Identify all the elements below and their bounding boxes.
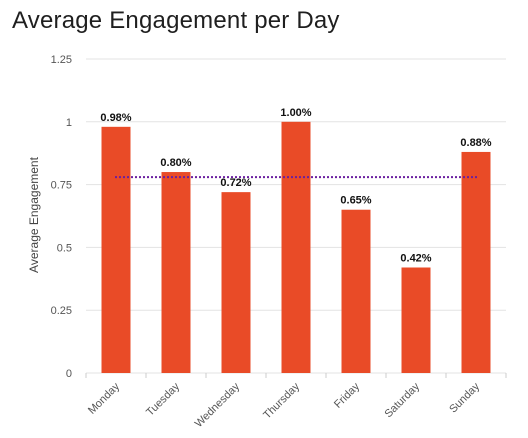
bar[interactable] <box>341 209 371 373</box>
data-label: 0.98% <box>100 112 131 124</box>
bar[interactable] <box>461 151 491 373</box>
chart-title: Average Engagement per Day <box>12 7 340 34</box>
y-tick-label: 1 <box>66 117 72 129</box>
x-tick-label: Monday <box>86 380 123 417</box>
bar[interactable] <box>281 121 311 373</box>
bar[interactable] <box>101 126 131 373</box>
data-labels: 0.98% 0.80% 0.72% 1.00% 0.65% 0.42% 0.88% <box>100 107 491 265</box>
data-label: 0.80% <box>160 157 191 169</box>
bars <box>101 121 491 373</box>
bar[interactable] <box>161 172 191 373</box>
bar[interactable] <box>221 192 251 373</box>
y-tick-label: 0.5 <box>57 242 72 254</box>
y-tick-label: 0 <box>66 368 72 380</box>
data-label: 0.42% <box>400 252 431 264</box>
data-label: 0.72% <box>220 177 251 189</box>
x-tick-label: Saturday <box>383 380 423 420</box>
data-label: 0.88% <box>460 137 491 149</box>
y-axis-ticks: 0 0.25 0.5 0.75 1 1.25 <box>51 54 72 380</box>
data-label: 0.65% <box>340 195 371 207</box>
x-tick-label: Sunday <box>447 380 482 415</box>
bar[interactable] <box>401 267 431 373</box>
data-label: 1.00% <box>280 107 311 119</box>
x-tick-label: Thursday <box>261 380 302 421</box>
x-tick-label: Tuesday <box>144 380 182 418</box>
y-axis-title: Average Engagement <box>27 156 41 273</box>
x-tick-label: Friday <box>332 380 362 410</box>
y-tick-label: 0.75 <box>51 180 72 192</box>
y-tick-label: 1.25 <box>51 54 72 66</box>
x-tick-label: Wednesday <box>193 380 243 430</box>
x-axis-ticks: Monday Tuesday Wednesday Thursday Friday Satu… <box>85 373 507 430</box>
y-tick-label: 0.25 <box>51 305 72 317</box>
